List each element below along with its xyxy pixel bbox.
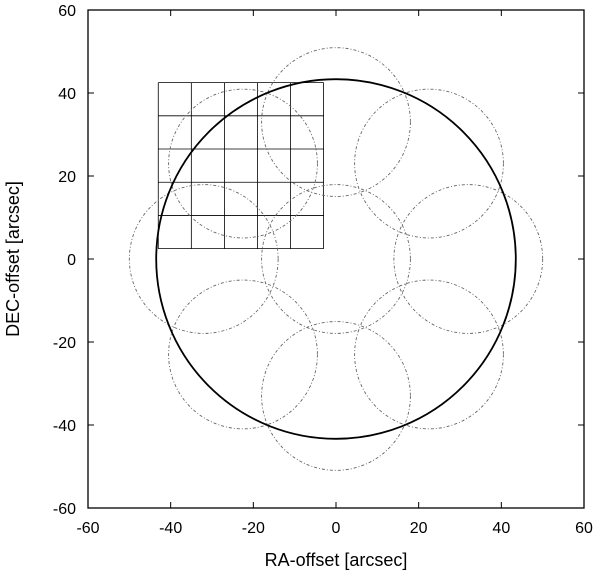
pointing-circle [261,321,411,471]
main-circle [155,78,517,440]
pointing-circle [168,279,318,430]
y-tick-label: 60 [58,3,76,20]
y-tick-label: 20 [58,169,76,186]
axis-ticks: -60 -40 -20 0 20 40 60 -60 -40 -20 0 20 40 60 [53,3,593,537]
y-axis-label: DEC-offset [arcsec] [3,181,23,337]
pointing-circle [168,88,318,239]
x-tick-label: 40 [492,520,510,537]
y-tick-label: -40 [53,418,76,435]
pointing-circle [393,184,544,334]
x-tick-label: -40 [159,520,182,537]
plot-frame [87,9,585,509]
x-tick-label: -20 [242,520,265,537]
pointing-circle [354,279,504,430]
x-tick-label: 0 [332,520,341,537]
y-tick-label: 40 [58,86,76,103]
x-axis-label: RA-offset [arcsec] [265,550,408,570]
x-tick-label: 20 [410,520,428,537]
y-tick-label: -20 [53,335,76,352]
y-tick-label: -60 [53,501,76,518]
pointing-circle [261,184,411,334]
pointing-circle [354,88,504,239]
pointing-circle [128,184,279,334]
pointing-circle [261,47,411,197]
x-tick-label: 60 [575,520,593,537]
x-tick-label: -60 [76,520,99,537]
y-tick-label: 0 [67,252,76,269]
plot-content [128,47,544,471]
